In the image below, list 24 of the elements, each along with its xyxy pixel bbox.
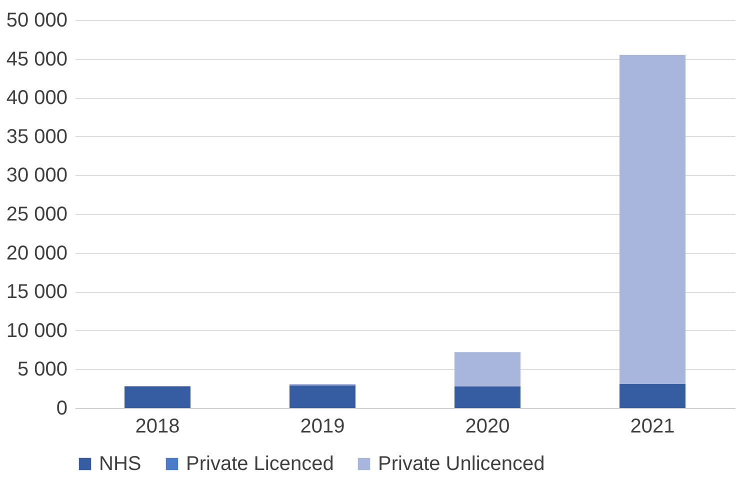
bar [454,386,520,408]
y-tick-label: 15 000 [6,281,68,304]
y-tick-label: 45 000 [6,48,68,70]
y-tick-label: 5 000 [17,358,68,381]
legend-label: Private Licenced [186,453,334,475]
bar [124,386,190,408]
bar [290,385,356,408]
y-tick-label: 30 000 [6,164,68,187]
y-tick-label: 40 000 [6,87,68,110]
x-tick-label: 2018 [135,416,180,438]
bar [454,352,520,386]
bar [620,54,686,384]
y-tick-label: 10 000 [6,320,68,342]
x-tick-label: 2021 [630,416,675,438]
x-tick-label: 2019 [300,416,345,438]
y-tick-label: 35 000 [6,126,68,148]
y-tick-label: 25 000 [6,204,68,226]
y-tick-label: 0 [56,398,68,420]
legend-label: NHS [99,453,142,475]
bar [620,384,686,408]
x-tick-label: 2020 [465,416,510,438]
y-tick-label: 50 000 [6,10,68,32]
legend-label: Private Unlicenced [378,453,545,475]
y-tick-label: 20 000 [6,242,68,264]
